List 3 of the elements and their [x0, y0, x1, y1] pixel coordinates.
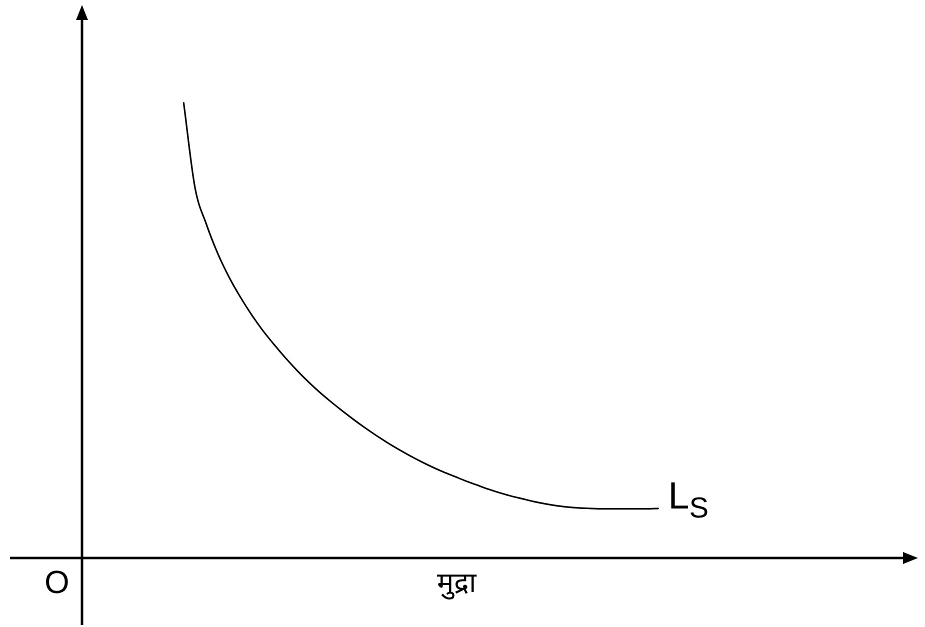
- text: O: [44, 564, 70, 600]
- series-label: L$_{S}$: [668, 475, 709, 524]
- x-axis-title: मुद्रा: [437, 567, 478, 600]
